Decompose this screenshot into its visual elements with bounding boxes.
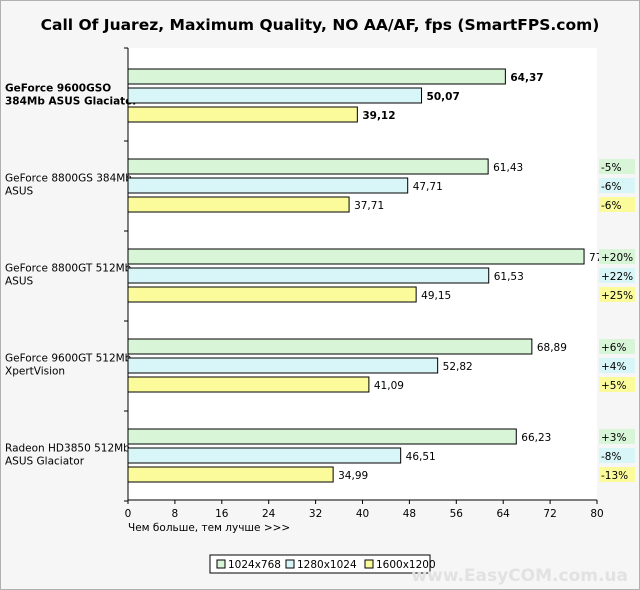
x-axis-label: Чем больше, тем лучше >>> xyxy=(128,522,290,534)
legend-label: 1280x1024 xyxy=(297,559,357,571)
bar xyxy=(127,338,533,355)
bar xyxy=(127,158,489,175)
bar-value-label: 66,23 xyxy=(521,432,551,444)
bar xyxy=(127,447,402,464)
bar-value-label: 52,82 xyxy=(443,361,473,373)
pct-label: +25% xyxy=(601,290,633,302)
pct-label: +4% xyxy=(601,361,626,373)
bar-value-label: 34,99 xyxy=(338,470,368,482)
x-tick-label: 8 xyxy=(172,508,179,520)
pct-badge xyxy=(599,197,635,212)
bar xyxy=(127,357,439,374)
bar-value-label: 68,89 xyxy=(537,342,567,354)
category-label: GeForce 8800GS 384Mb ASUS xyxy=(5,173,132,198)
pct-label: +3% xyxy=(601,432,626,444)
pct-label: -5% xyxy=(601,162,621,174)
legend-swatch xyxy=(216,559,226,569)
x-tick-label: 72 xyxy=(543,508,556,520)
pct-label: +22% xyxy=(601,271,633,283)
bar xyxy=(127,428,517,445)
legend-box xyxy=(209,554,431,574)
category-label: GeForce 8800GT 512Mb ASUS xyxy=(5,263,132,288)
bar xyxy=(127,466,334,483)
pct-label: +5% xyxy=(601,380,626,392)
pct-badge xyxy=(599,178,635,193)
bar-value-label: 47,71 xyxy=(413,181,443,193)
bar xyxy=(127,177,409,194)
pct-badge xyxy=(599,339,635,354)
bar xyxy=(127,106,358,123)
bar-value-label: 50,07 xyxy=(427,91,460,103)
bar-value-label: 46,51 xyxy=(406,451,436,463)
bar-value-label: 37,71 xyxy=(354,200,384,212)
pct-label: -13% xyxy=(601,470,628,482)
category-label: GeForce 9600GSO 384Mb ASUS Glaciator xyxy=(5,83,138,108)
pct-label: +6% xyxy=(601,342,626,354)
legend-swatch xyxy=(285,559,295,569)
pct-badge xyxy=(599,377,635,392)
x-tick-label: 80 xyxy=(590,508,603,520)
bar-value-label: 49,15 xyxy=(421,290,451,302)
pct-badge xyxy=(599,358,635,373)
pct-label: -6% xyxy=(601,181,621,193)
x-tick-label: 32 xyxy=(309,508,322,520)
x-tick-label: 0 xyxy=(125,508,132,520)
bar-value-label: 64,37 xyxy=(510,72,543,84)
pct-badge xyxy=(599,249,635,264)
pct-badge xyxy=(599,429,635,444)
bar-value-label: 61,43 xyxy=(493,162,523,174)
pct-label: -6% xyxy=(601,200,621,212)
bar-value-label: 61,53 xyxy=(494,271,524,283)
legend-swatch xyxy=(364,559,374,569)
legend: 1024x768 1280x1024 1600x1200 xyxy=(209,554,436,574)
category-label: Radeon HD3850 512Mb ASUS Glaciator xyxy=(5,443,130,468)
chart-title: Call Of Juarez, Maximum Quality, NO AA/A… xyxy=(41,16,600,34)
bar xyxy=(127,87,423,104)
legend-label: 1600x1200 xyxy=(376,559,436,571)
bar-value-label: 39,12 xyxy=(362,110,395,122)
x-tick-label: 40 xyxy=(356,508,369,520)
bar xyxy=(127,248,585,265)
pct-badge xyxy=(599,287,635,302)
pct-badge xyxy=(599,448,635,463)
x-tick-label: 24 xyxy=(262,508,276,520)
bar xyxy=(127,68,506,85)
pct-badge xyxy=(599,467,635,482)
x-tick-label: 64 xyxy=(497,508,511,520)
legend-label: 1024x768 xyxy=(228,559,281,571)
bar xyxy=(127,286,417,303)
x-tick-label: 56 xyxy=(450,508,464,520)
category-label: GeForce 9600GT 512Mb XpertVision xyxy=(5,353,132,378)
pct-label: +20% xyxy=(601,252,633,264)
bar xyxy=(127,376,370,393)
pct-label: -8% xyxy=(601,451,621,463)
plot-area: 0 8 16 24 32 40 48 56 64 72 80 GeForce 9600GSO 384Mb… xyxy=(5,47,635,520)
pct-badge xyxy=(599,159,635,174)
x-tick-label: 16 xyxy=(215,508,229,520)
watermark: www.EasyCOM.com.ua xyxy=(411,566,628,586)
x-tick-label: 48 xyxy=(403,508,416,520)
bar xyxy=(127,267,490,284)
bar xyxy=(127,196,350,213)
bar-value-label: 41,09 xyxy=(374,380,404,392)
pct-badge xyxy=(599,268,635,283)
